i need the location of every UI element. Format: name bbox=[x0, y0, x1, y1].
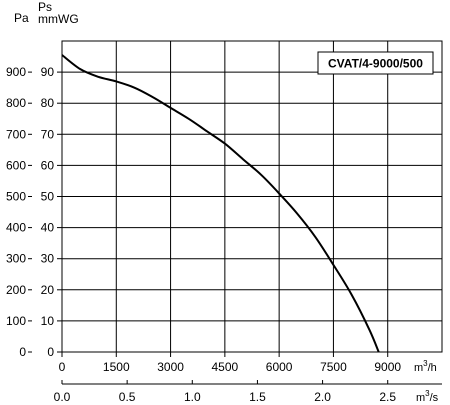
ps-axis-title: Ps bbox=[38, 0, 52, 14]
mmwg-tick-label: 30 bbox=[41, 252, 55, 266]
mmwg-tick-label: 80 bbox=[41, 96, 55, 110]
flow-m3h-unit: m3/h bbox=[414, 359, 437, 374]
flow-m3h-tick-label: 3000 bbox=[157, 360, 184, 374]
pa-tick-label: 0 bbox=[19, 345, 26, 359]
flow-m3s-tick-label: 1.0 bbox=[184, 390, 201, 404]
flow-m3s-tick-label: 0.0 bbox=[54, 390, 71, 404]
flow-m3h-tick-label: 4500 bbox=[212, 360, 239, 374]
pa-tick-label: 900 bbox=[6, 65, 26, 79]
flow-m3s-unit-base: m bbox=[416, 392, 425, 404]
pa-tick-label: 300 bbox=[6, 252, 26, 266]
mmwg-tick-label: 90 bbox=[41, 65, 55, 79]
mmwg-tick-label: 50 bbox=[41, 190, 55, 204]
grid-lines bbox=[62, 41, 442, 352]
model-label-box bbox=[317, 51, 434, 75]
flow-m3s-unit-tail: /s bbox=[430, 392, 439, 404]
flow-m3h-unit-base: m bbox=[414, 362, 423, 374]
pa-tick-label: 700 bbox=[6, 127, 26, 141]
mmwg-tick-label: 70 bbox=[41, 127, 55, 141]
mmwg-tick-label: 40 bbox=[41, 221, 55, 235]
flow-m3h-unit-tail: /h bbox=[428, 362, 437, 374]
pa-axis-title: Pa bbox=[14, 11, 29, 25]
flow-m3s-tick-label: 0.5 bbox=[119, 390, 136, 404]
flow-m3s-unit: m3/s bbox=[416, 389, 439, 404]
mmwg-axis-title: mmWG bbox=[38, 12, 79, 26]
flow-m3h-tick-label: 6000 bbox=[266, 360, 293, 374]
mmwg-tick-label: 20 bbox=[41, 283, 55, 297]
mmwg-tick-label: 0 bbox=[47, 345, 54, 359]
pa-tick-label: 400 bbox=[6, 221, 26, 235]
pa-tick-label: 500 bbox=[6, 190, 26, 204]
pa-tick-label: 800 bbox=[6, 96, 26, 110]
series-layer bbox=[61, 54, 380, 353]
flow-m3h-unit-exponent: 3 bbox=[423, 359, 428, 368]
flow-m3h-tick-label: 0 bbox=[59, 360, 66, 374]
tick-labels: 0010100202003030040400505006060070700808… bbox=[6, 65, 401, 404]
flow-m3s-tick-label: 1.5 bbox=[249, 390, 266, 404]
pa-tick-label: 600 bbox=[6, 158, 26, 172]
flow-m3s-tick-label: 2.0 bbox=[314, 390, 331, 404]
flow-m3h-tick-label: 1500 bbox=[103, 360, 130, 374]
tick-marks bbox=[28, 71, 442, 385]
pa-tick-label: 200 bbox=[6, 283, 26, 297]
fan-curve-line bbox=[61, 54, 380, 353]
mmwg-tick-label: 60 bbox=[41, 158, 55, 172]
flow-m3s-unit-exponent: 3 bbox=[425, 389, 430, 398]
flow-m3h-tick-label: 9000 bbox=[374, 360, 401, 374]
model-label: CVAT/4-9000/500 bbox=[328, 57, 423, 71]
mmwg-tick-label: 10 bbox=[41, 314, 55, 328]
flow-m3h-tick-label: 7500 bbox=[320, 360, 347, 374]
flow-m3s-tick-label: 2.5 bbox=[379, 390, 396, 404]
pa-tick-label: 100 bbox=[6, 314, 26, 328]
